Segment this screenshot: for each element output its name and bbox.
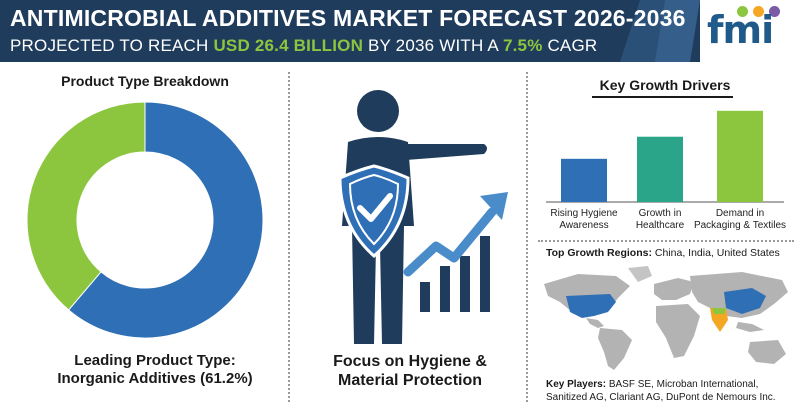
- subtitle-suffix: CAGR: [542, 36, 598, 55]
- growth-driver-label-line: Demand in: [715, 208, 765, 219]
- hygiene-caption-line1: Focus on Hygiene &: [333, 353, 487, 370]
- growth-drivers-heading: Key Growth Drivers: [599, 77, 731, 93]
- leading-product-caption: Leading Product Type: Inorganic Additive…: [40, 352, 270, 388]
- product-type-donut-chart: [26, 101, 264, 339]
- growth-bar-1: [420, 282, 430, 312]
- growth-driver-bar-2: [637, 136, 683, 202]
- hygiene-protection-illustration: [338, 90, 508, 344]
- growth-driver-label-line: Awareness: [559, 220, 609, 231]
- growth-drivers-underline: [592, 96, 733, 98]
- growth-driver-bar-1: [561, 158, 607, 202]
- map-africa: [656, 304, 700, 358]
- left-divider: [288, 72, 290, 402]
- growth-regions-label: Top Growth Regions:: [546, 247, 652, 259]
- growth-driver-label-2: Growth in Healthcare: [608, 208, 712, 232]
- shield-inner: [348, 173, 400, 246]
- growth-drivers-bar-chart: [546, 110, 784, 203]
- checkmark-icon: [357, 193, 393, 222]
- map-china: [724, 288, 766, 314]
- page-title: ANTIMICROBIAL ADDITIVES MARKET FORECAST …: [10, 5, 686, 31]
- map-europe: [654, 278, 694, 300]
- donut-slice-inorganic-additives: [67, 101, 264, 339]
- logo-dot-orange: [753, 6, 764, 17]
- page-subtitle: PROJECTED TO REACH USD 26.4 BILLION BY 2…: [10, 36, 597, 56]
- growth-driver-label-line: Packaging & Textiles: [693, 220, 787, 231]
- donut-slice-other: [26, 101, 146, 311]
- growth-driver-bar-3: [717, 110, 763, 202]
- growth-driver-label-1: Rising Hygiene Awareness: [532, 208, 636, 232]
- logo-dot-purple: [769, 6, 780, 17]
- map-south-america: [598, 328, 632, 370]
- fmi-logo: fmi: [707, 8, 774, 52]
- map-greenland: [628, 266, 652, 282]
- map-central-america: [586, 318, 604, 328]
- key-players-text: Key Players: BASF SE, Microban Internati…: [546, 378, 796, 404]
- growth-bar-3: [460, 256, 470, 312]
- growth-arrowhead: [480, 192, 508, 220]
- growth-regions-text: Top Growth Regions: China, India, United…: [546, 247, 780, 259]
- map-southeast-asia: [736, 322, 764, 332]
- right-panel-divider: [538, 240, 794, 242]
- leading-product-line2: Inorganic Additives (61.2%): [57, 370, 253, 387]
- growth-bar-2: [440, 266, 450, 312]
- key-players-value: BASF SE, Microban International, Sanitiz…: [546, 379, 776, 403]
- header-stripe-decoration: [620, 0, 700, 62]
- right-divider: [526, 72, 528, 402]
- map-india-north: [712, 308, 726, 314]
- growth-arrow-icon: [403, 207, 497, 277]
- growth-regions-value: China, India, United States: [651, 247, 780, 259]
- logo-dot-green: [737, 6, 748, 17]
- growth-driver-label-line: Healthcare: [635, 220, 685, 231]
- product-type-heading: Product Type Breakdown: [61, 73, 229, 89]
- subtitle-value: USD 26.4 BILLION: [213, 36, 364, 55]
- hygiene-caption-line2: Material Protection: [337, 372, 483, 389]
- hygiene-caption: Focus on Hygiene & Material Protection: [300, 352, 520, 390]
- growth-bar-4: [480, 236, 490, 312]
- logo-container: [700, 0, 800, 62]
- growth-driver-label-line: Growth in: [638, 208, 682, 219]
- key-players-label: Key Players:: [546, 379, 607, 390]
- world-map: [544, 266, 788, 370]
- subtitle-mid: BY 2036 WITH A: [363, 36, 503, 55]
- person-arm: [392, 144, 487, 160]
- subtitle-rate: 7.5%: [502, 36, 543, 55]
- person-head: [357, 90, 399, 132]
- leading-product-line1: Leading Product Type:: [74, 352, 236, 369]
- map-australia: [748, 340, 786, 364]
- growth-driver-label-line: Rising Hygiene: [550, 208, 618, 219]
- growth-driver-label-3: Demand in Packaging & Textiles: [688, 208, 792, 232]
- map-united-states: [566, 294, 616, 318]
- subtitle-prefix: PROJECTED TO REACH: [10, 36, 214, 55]
